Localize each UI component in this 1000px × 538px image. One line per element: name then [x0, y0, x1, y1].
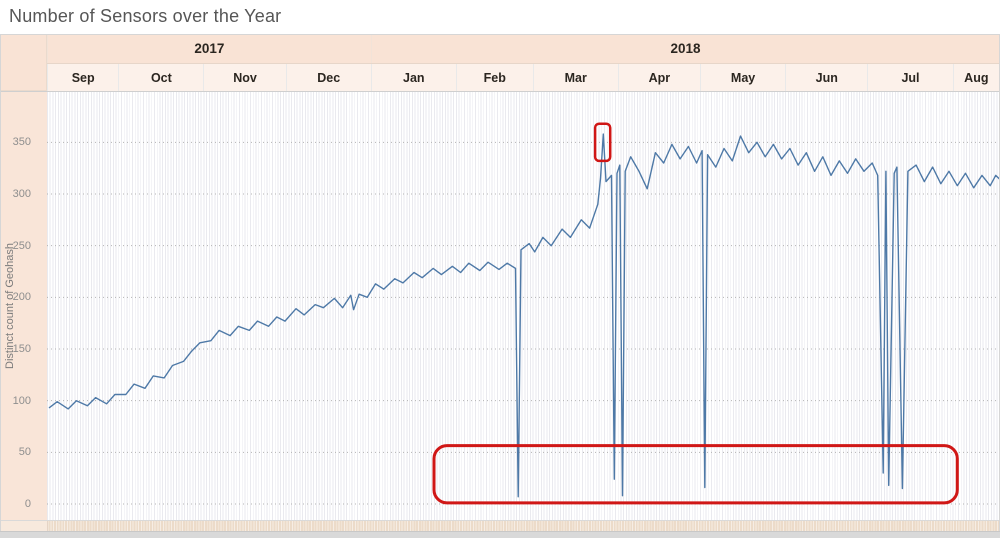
y-tick-label-50: 50	[18, 446, 31, 459]
y-axis: Distinct count of Geohash 0 50 100 150 200 25…	[1, 92, 47, 521]
plot-wrap: Distinct count of Geohash 0 50 100 150 200 25…	[1, 91, 999, 521]
month-header-jul[interactable]: Jul	[867, 64, 953, 92]
year-header-2017[interactable]: 2017	[47, 35, 371, 63]
chart-title: Number of Sensors over the Year	[9, 6, 282, 26]
y-tick-label-0: 0	[24, 498, 31, 510]
year-header-2018[interactable]: 2018	[370, 35, 999, 63]
annotation-spike-callout	[593, 122, 612, 163]
month-header-dec[interactable]: Dec	[285, 64, 371, 92]
chart-area: 2017 2018 Sep Oct Nov Dec Jan Feb Mar Apr May Jun J…	[0, 34, 1000, 533]
bottom-axis-strip	[1, 520, 999, 533]
annotation-outage-dips-callout	[432, 444, 959, 505]
y-tick-label-250: 250	[12, 239, 31, 252]
month-header-may[interactable]: May	[700, 64, 786, 92]
y-tick-label-200: 200	[12, 291, 31, 304]
month-header-sep[interactable]: Sep	[47, 64, 119, 92]
month-header-row: Sep Oct Nov Dec Jan Feb Mar Apr May Jun Jul Aug	[1, 63, 1000, 92]
y-tick-label-300: 300	[12, 188, 31, 200]
header-corner	[1, 35, 47, 91]
month-header-oct[interactable]: Oct	[118, 64, 204, 92]
timeseries-svg	[47, 122, 999, 505]
month-header-mar[interactable]: Mar	[532, 64, 618, 92]
year-header-row: 2017 2018	[1, 35, 999, 63]
sensor-count-line[interactable]	[48, 133, 999, 498]
month-header-aug[interactable]: Aug	[952, 64, 1000, 92]
y-tick-label-350: 350	[12, 136, 31, 149]
month-header-jan[interactable]: Jan	[370, 64, 456, 92]
month-header-nov[interactable]: Nov	[203, 64, 286, 92]
month-header-jun[interactable]: Jun	[785, 64, 868, 92]
y-tick-label-100: 100	[12, 394, 31, 407]
y-tick-label-150: 150	[12, 343, 31, 355]
plot-area[interactable]	[47, 92, 999, 521]
month-header-apr[interactable]: Apr	[617, 64, 701, 92]
month-header-feb[interactable]: Feb	[455, 64, 533, 92]
bottom-strip-stripes	[1, 521, 999, 533]
bottom-strip-corner	[1, 521, 48, 533]
footer-bar	[0, 531, 1000, 538]
